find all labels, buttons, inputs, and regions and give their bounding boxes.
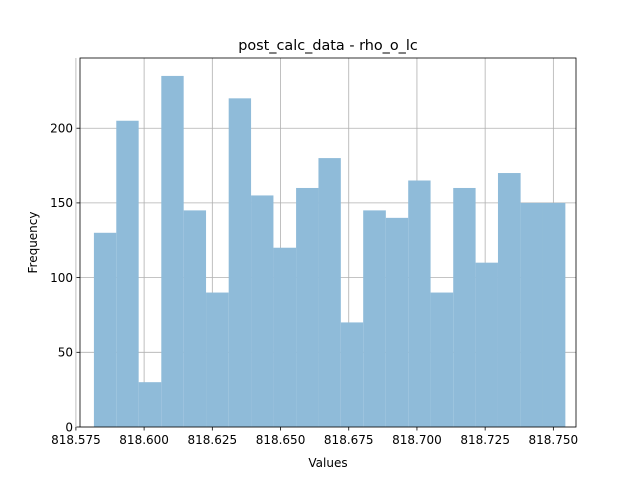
bars-layer xyxy=(93,75,566,428)
histogram-bar xyxy=(138,382,162,427)
chart-title: post_calc_data - rho_o_lc xyxy=(238,38,418,54)
plot-frame xyxy=(79,57,577,428)
histogram-bar xyxy=(318,158,341,427)
histogram-bar xyxy=(430,292,454,427)
histogram-bar xyxy=(453,187,476,427)
y-tick-label: 0 xyxy=(65,420,73,434)
y-tick-label: 200 xyxy=(50,122,73,136)
histogram-bar xyxy=(296,187,319,427)
histogram-bar xyxy=(273,247,297,427)
histogram-bar xyxy=(206,292,229,427)
x-tick-label: 818.575 xyxy=(51,433,101,447)
x-tick-label: 818.725 xyxy=(460,433,510,447)
histogram-bar xyxy=(183,210,207,427)
x-tick-label: 818.650 xyxy=(256,433,306,447)
histogram-bar xyxy=(93,232,117,427)
x-axis-label: Values xyxy=(308,456,347,470)
histogram-bar xyxy=(542,202,566,427)
histogram-bar xyxy=(340,322,364,427)
x-tick-label: 818.675 xyxy=(324,433,374,447)
histogram-bar xyxy=(497,173,521,427)
y-tick-label: 50 xyxy=(58,346,73,360)
y-tick-label: 100 xyxy=(50,271,73,285)
histogram-bar xyxy=(116,120,139,428)
y-axis-label: Frequency xyxy=(26,212,40,274)
y-tick-label: 150 xyxy=(50,196,73,210)
histogram-bar xyxy=(363,210,386,427)
histogram-bar xyxy=(228,98,252,427)
histogram-bar xyxy=(520,202,543,427)
histogram-bar xyxy=(251,195,274,427)
x-tick-label: 818.625 xyxy=(188,433,238,447)
histogram-bar xyxy=(385,217,409,427)
x-tick-label: 818.600 xyxy=(119,433,169,447)
histogram-bar xyxy=(408,180,431,427)
x-tick-label: 818.700 xyxy=(392,433,442,447)
x-tick-label: 818.750 xyxy=(529,433,579,447)
histogram-bar xyxy=(475,262,498,427)
histogram-bar xyxy=(161,75,184,427)
ticks-layer: 818.575 818.600 818.625 818.650 818.675 818.7… xyxy=(50,122,578,447)
